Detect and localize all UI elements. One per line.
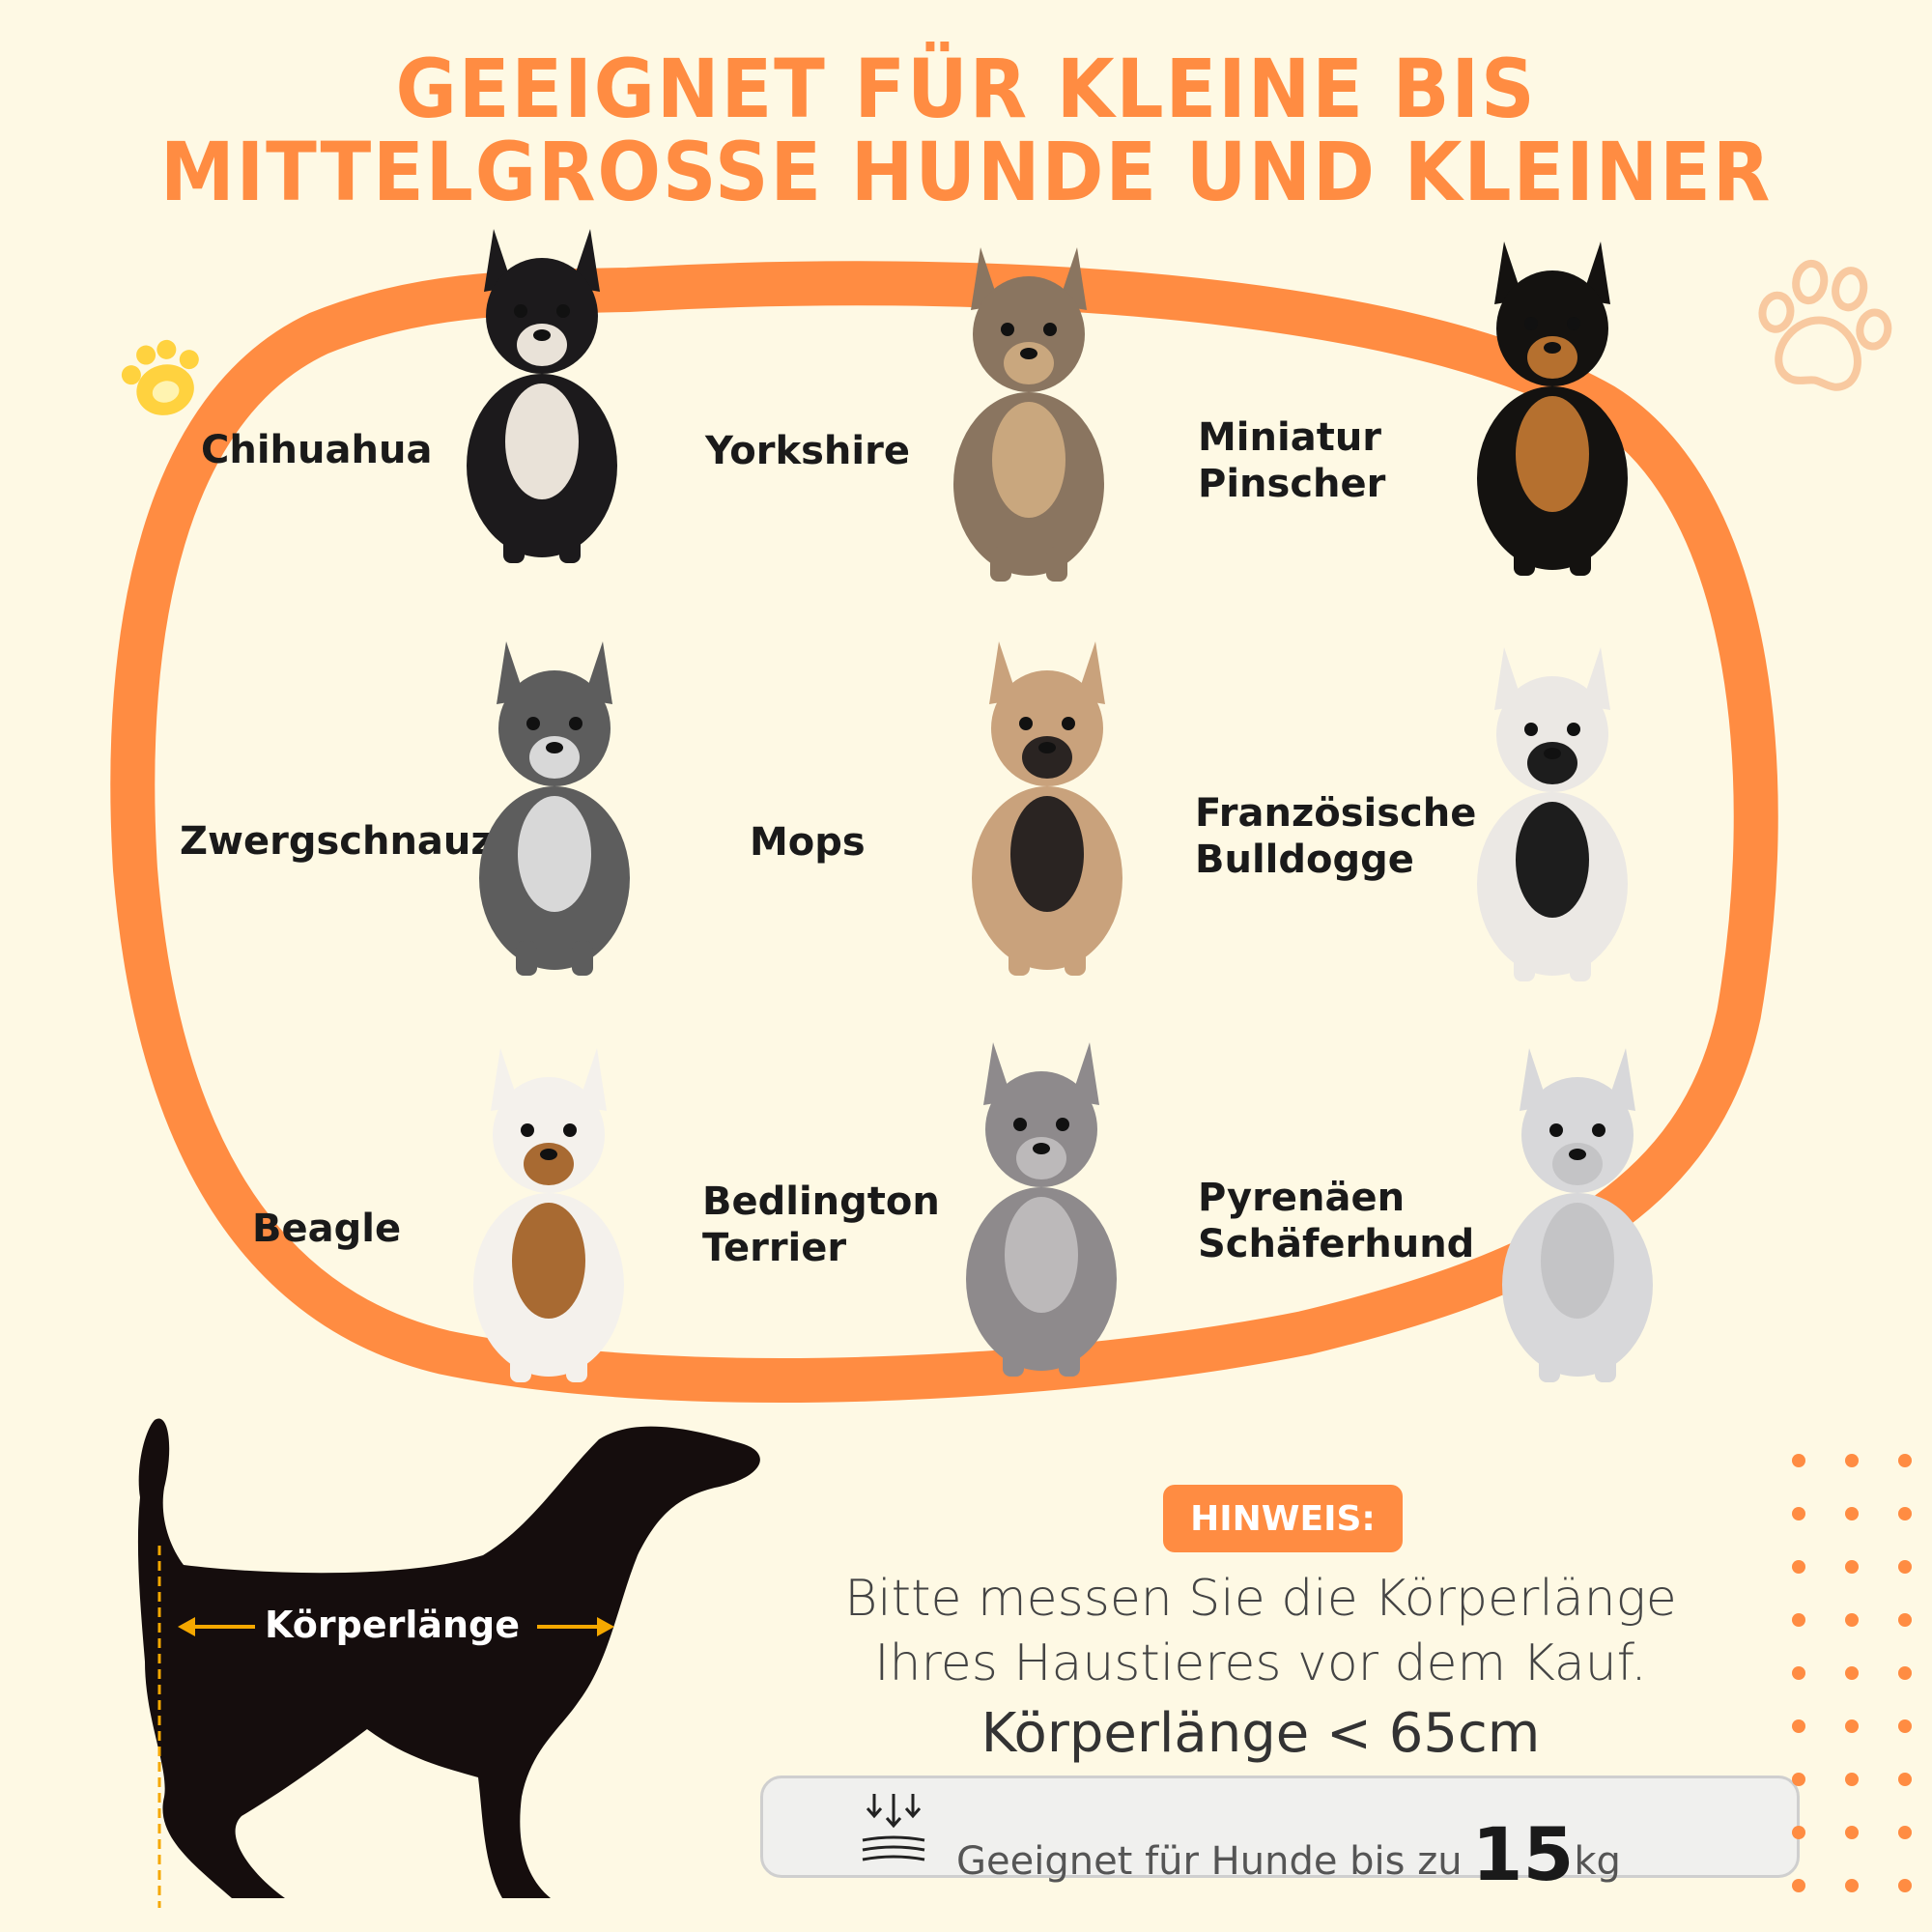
weight-label: Geeignet für Hunde bis zu <box>956 1839 1463 1884</box>
decor-dot <box>1792 1666 1805 1680</box>
weight-pressure-icon <box>862 1794 925 1861</box>
decor-dot <box>1898 1454 1912 1467</box>
decor-dot <box>1898 1613 1912 1627</box>
dog-photo-zwergschnauzer <box>479 641 630 976</box>
label-zwergschnauzer: Zwergschnauzer <box>180 819 539 864</box>
decor-dot <box>1792 1560 1805 1574</box>
note-line-1: Bitte messen Sie die Körperlänge <box>844 1570 1677 1628</box>
decor-dot <box>1845 1454 1859 1467</box>
weight-unit: kg <box>1574 1839 1621 1884</box>
dog-photo-pyrenaeen <box>966 1042 1117 1377</box>
decor-dot <box>1898 1773 1912 1786</box>
decor-dot <box>1845 1879 1859 1892</box>
dog-photo-chihuahua <box>467 229 617 563</box>
label-mops: Mops <box>750 820 866 865</box>
weight-value: 15 <box>1471 1811 1575 1897</box>
decor-dot <box>1845 1560 1859 1574</box>
decor-dot <box>1792 1826 1805 1839</box>
title-line-2: MITTELGROSSE HUNDE UND KLEINER <box>159 125 1773 219</box>
decor-dot <box>1792 1507 1805 1520</box>
decor-dot <box>1792 1879 1805 1892</box>
decor-dot <box>1845 1666 1859 1680</box>
label-line: Pyrenäen <box>1198 1176 1406 1220</box>
arrow-right-icon <box>537 1617 614 1636</box>
dog-photo-mops <box>972 641 1122 976</box>
label-line: Bedlington <box>702 1179 940 1224</box>
decor-dot <box>1898 1719 1912 1733</box>
dog-photo-beagle <box>473 1048 624 1382</box>
decor-dot <box>1898 1879 1912 1892</box>
label-bedlington-terrier: Bedlington Terrier <box>702 1179 940 1271</box>
label-yorkshire: Yorkshire <box>705 429 910 473</box>
dog-photo-bedlington <box>1502 1048 1653 1382</box>
label-miniatur-pinscher: Miniatur Pinscher <box>1198 414 1385 507</box>
label-line: Pinscher <box>1198 462 1386 506</box>
label-line: Terrier <box>702 1226 847 1270</box>
hinweis-badge: HINWEIS: <box>1163 1485 1403 1552</box>
paw-yellow-icon <box>121 339 199 415</box>
label-franzoesische-bulldogge: Französische Bulldogge <box>1195 790 1476 883</box>
decor-dot <box>1898 1560 1912 1574</box>
label-line: Miniatur <box>1198 415 1382 460</box>
decor-dot <box>1898 1666 1912 1680</box>
body-length-limit: Körperlänge < 65cm <box>980 1702 1541 1765</box>
paw-outline-icon <box>1758 259 1892 391</box>
decor-dot <box>1845 1613 1859 1627</box>
dog-silhouette <box>137 1418 760 1908</box>
label-line: Bulldogge <box>1195 838 1414 882</box>
decor-dot <box>1845 1826 1859 1839</box>
decor-dot <box>1845 1719 1859 1733</box>
note-line-2: Ihres Haustieres vor dem Kauf. <box>874 1634 1647 1692</box>
title-line-1: GEEIGNET FÜR KLEINE BIS <box>395 42 1537 136</box>
dog-photo-miniatur-pinscher <box>1477 242 1628 576</box>
label-line: Französische <box>1195 791 1477 836</box>
arrow-left-icon <box>178 1617 255 1636</box>
body-length-label: Körperlänge <box>265 1604 521 1646</box>
decor-dot <box>1845 1773 1859 1786</box>
decor-dot <box>1792 1773 1805 1786</box>
decor-dot <box>1792 1613 1805 1627</box>
label-pyrenaeen-schaeferhund: Pyrenäen Schäferhund <box>1198 1175 1474 1267</box>
decor-dot <box>1792 1454 1805 1467</box>
decor-dot <box>1792 1719 1805 1733</box>
label-line: Schäferhund <box>1198 1222 1475 1266</box>
dog-photo-bulldogge <box>1477 647 1628 981</box>
weight-text: Geeignet für Hunde bis zu 15kg <box>956 1811 1621 1897</box>
decor-dot <box>1845 1507 1859 1520</box>
decor-dot <box>1898 1507 1912 1520</box>
weight-limit-box: Geeignet für Hunde bis zu 15kg <box>760 1776 1800 1897</box>
label-chihuahua: Chihuahua <box>201 428 433 472</box>
label-beagle: Beagle <box>252 1207 402 1251</box>
dog-photo-yorkshire <box>953 247 1104 582</box>
decor-dot <box>1898 1826 1912 1839</box>
